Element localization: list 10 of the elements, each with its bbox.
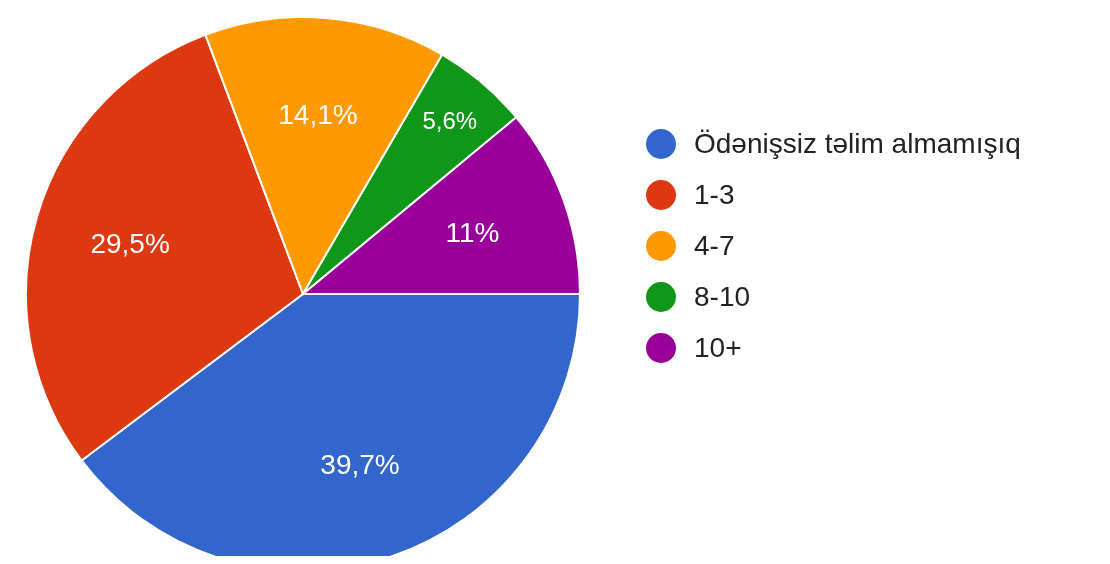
data-label: 39,7%: [320, 449, 400, 481]
data-label: 5,6%: [422, 107, 478, 135]
data-label: 29,5%: [90, 228, 170, 260]
legend-label: 10+: [694, 332, 742, 364]
data-label: 11%: [445, 217, 500, 249]
legend-label: Ödənişsiz təlim almamışıq: [694, 128, 1021, 160]
data-label: 14,1%: [278, 99, 358, 131]
legend-label: 1-3: [694, 179, 735, 211]
legend-label: 4-7: [694, 230, 735, 262]
legend-label: 8-10: [694, 281, 751, 313]
